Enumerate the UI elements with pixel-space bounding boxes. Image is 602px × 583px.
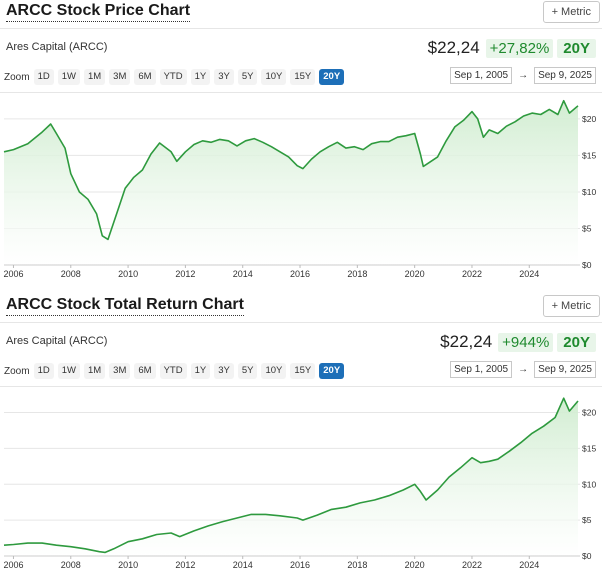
zoom-15y-button[interactable]: 15Y — [290, 69, 316, 85]
company-name: Ares Capital (ARCC) — [6, 335, 108, 347]
divider — [0, 28, 602, 29]
x-tick-label: 2018 — [347, 560, 367, 570]
total-return-area-chart[interactable]: $0 $5 $10 $15 $20 2006 2008 2010 2012 2014 2016 201… — [0, 387, 602, 572]
zoom-1m-button[interactable]: 1M — [83, 69, 106, 85]
chart-title[interactable]: ARCC Stock Price Chart — [6, 1, 191, 22]
zoom-5y-button[interactable]: 5Y — [237, 69, 258, 85]
y-tick-label: $20 — [582, 114, 596, 124]
total-return-chart-panel: ARCC Stock Total Return Chart + Metric A… — [0, 294, 602, 583]
zoom-10y-button[interactable]: 10Y — [261, 363, 287, 379]
zoom-1m-button[interactable]: 1M — [83, 363, 106, 379]
y-tick-label: $15 — [582, 150, 596, 160]
zoom-3m-button[interactable]: 3M — [109, 69, 131, 85]
x-tick-label: 2012 — [175, 269, 195, 279]
zoom-3m-button[interactable]: 3M — [109, 363, 131, 379]
zoom-15y-button[interactable]: 15Y — [290, 363, 316, 379]
x-tick-label: 2022 — [462, 269, 482, 279]
zoom-10y-button[interactable]: 10Y — [261, 69, 287, 85]
x-tick-label: 2010 — [118, 560, 138, 570]
chart-title[interactable]: ARCC Stock Total Return Chart — [6, 295, 244, 316]
zoom-1w-button[interactable]: 1W — [57, 363, 80, 379]
stats-group: $22,24 +944% 20Y — [440, 330, 596, 354]
percent-change: +27,82% — [485, 38, 554, 58]
zoom-20y-button[interactable]: 20Y — [319, 69, 345, 85]
x-tick-label: 2006 — [3, 269, 23, 279]
x-tick-label: 2012 — [175, 560, 195, 570]
y-tick-label: $10 — [582, 479, 596, 489]
x-tick-label: 2016 — [290, 269, 310, 279]
price-chart-panel: ARCC Stock Price Chart + Metric Ares Cap… — [0, 1, 602, 281]
area-fill — [4, 398, 578, 556]
zoom-label: Zoom — [4, 71, 30, 83]
y-tick-label: $5 — [582, 223, 592, 233]
start-date-input[interactable]: Sep 1, 2005 — [450, 67, 513, 84]
y-tick-label: $10 — [582, 187, 596, 197]
range-arrow-icon: → — [518, 364, 529, 375]
zoom-controls: Zoom 1D 1W 1M 3M 6M YTD 1Y 3Y 5Y 10Y 15Y 20Y — [4, 68, 348, 86]
x-tick-label: 2014 — [233, 560, 253, 570]
zoom-controls: Zoom 1D 1W 1M 3M 6M YTD 1Y 3Y 5Y 10Y 15Y 20Y — [4, 362, 348, 380]
x-tick-label: 2018 — [347, 269, 367, 279]
series-line[interactable] — [3, 397, 579, 554]
zoom-1y-button[interactable]: 1Y — [190, 363, 211, 379]
zoom-1y-button[interactable]: 1Y — [190, 69, 211, 85]
zoom-5y-button[interactable]: 5Y — [237, 363, 258, 379]
y-tick-label: $20 — [582, 408, 596, 418]
zoom-3y-button[interactable]: 3Y — [214, 363, 234, 379]
end-date-input[interactable]: Sep 9, 2025 — [534, 67, 596, 84]
x-tick-label: 2024 — [519, 269, 539, 279]
area-fill — [4, 100, 578, 265]
x-tick-label: 2016 — [290, 560, 310, 570]
zoom-buttons: 1D 1W 1M 3M 6M YTD 1Y 3Y 5Y 10Y 15Y 20Y — [33, 363, 349, 379]
x-tick-label: 2014 — [233, 269, 253, 279]
date-range: Sep 1, 2005 → Sep 9, 2025 — [450, 361, 596, 378]
zoom-1w-button[interactable]: 1W — [57, 69, 80, 85]
divider — [0, 322, 602, 323]
zoom-6m-button[interactable]: 6M — [134, 363, 156, 379]
y-tick-label: $0 — [582, 260, 592, 270]
y-tick-label: $15 — [582, 443, 596, 453]
period-badge: 20Y — [557, 38, 596, 58]
y-tick-label: $0 — [582, 551, 592, 561]
x-tick-label: 2020 — [405, 269, 425, 279]
zoom-6m-button[interactable]: 6M — [134, 69, 156, 85]
zoom-buttons: 1D 1W 1M 3M 6M YTD 1Y 3Y 5Y 10Y 15Y 20Y — [33, 69, 349, 85]
start-date-input[interactable]: Sep 1, 2005 — [450, 361, 513, 378]
zoom-3y-button[interactable]: 3Y — [214, 69, 234, 85]
add-metric-button[interactable]: + Metric — [542, 1, 600, 23]
price-area-chart[interactable]: $0 $5 $10 $15 $20 2006 2008 2010 2012 2014 2016 201… — [0, 93, 602, 281]
x-tick-label: 2020 — [405, 560, 425, 570]
divider — [0, 92, 602, 93]
current-price: $22,24 — [427, 38, 480, 57]
zoom-1d-button[interactable]: 1D — [33, 69, 54, 85]
current-price: $22,24 — [440, 332, 493, 351]
zoom-1d-button[interactable]: 1D — [33, 363, 54, 379]
x-tick-label: 2010 — [118, 269, 138, 279]
zoom-label: Zoom — [4, 365, 30, 377]
percent-change: +944% — [498, 332, 554, 352]
zoom-ytd-button[interactable]: YTD — [159, 69, 187, 85]
x-tick-label: 2024 — [519, 560, 539, 570]
x-tick-label: 2008 — [61, 560, 81, 570]
end-date-input[interactable]: Sep 9, 2025 — [534, 361, 596, 378]
add-metric-button[interactable]: + Metric — [542, 295, 600, 317]
period-badge: 20Y — [557, 332, 596, 352]
x-tick-label: 2006 — [3, 560, 23, 570]
zoom-ytd-button[interactable]: YTD — [159, 363, 187, 379]
x-tick-label: 2008 — [61, 269, 81, 279]
series-line[interactable] — [3, 99, 579, 241]
stats-group: $22,24 +27,82% 20Y — [428, 36, 596, 60]
x-tick-label: 2022 — [462, 560, 482, 570]
company-name: Ares Capital (ARCC) — [6, 41, 108, 53]
date-range: Sep 1, 2005 → Sep 9, 2025 — [450, 67, 596, 84]
zoom-20y-button[interactable]: 20Y — [319, 363, 345, 379]
divider — [0, 386, 602, 387]
range-arrow-icon: → — [518, 70, 529, 81]
y-tick-label: $5 — [582, 515, 592, 525]
